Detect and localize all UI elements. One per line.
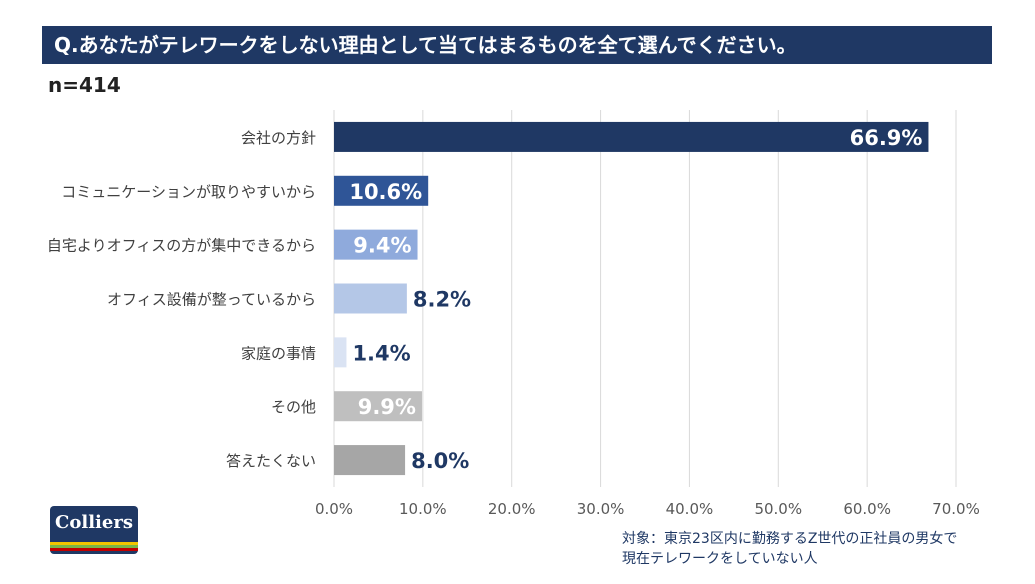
x-tick-label: 0.0% xyxy=(315,500,353,518)
logo-stripe-green xyxy=(50,545,138,548)
bar xyxy=(334,283,407,314)
data-label: 9.4% xyxy=(353,234,411,258)
data-label: 9.9% xyxy=(358,395,416,419)
colliers-logo: Colliers xyxy=(50,506,138,554)
chart-title: Q.あなたがテレワークをしない理由として当てはまるものを全て選んでください。 xyxy=(42,26,992,64)
x-tick-label: 40.0% xyxy=(666,500,714,518)
data-label: 10.6% xyxy=(349,180,422,204)
category-label: コミュニケーションが取りやすいから xyxy=(61,183,316,201)
data-label: 1.4% xyxy=(352,341,410,365)
bar xyxy=(334,445,406,476)
x-tick-label: 60.0% xyxy=(843,500,891,518)
logo-stripe-red xyxy=(50,548,138,551)
logo-text: Colliers xyxy=(55,512,133,533)
footnote: 対象：東京23区内に勤務するZ世代の正社員の男女で 現在テレワークをしていない人 xyxy=(622,529,957,569)
data-label: 66.9% xyxy=(850,126,923,150)
category-label: 会社の方針 xyxy=(241,129,316,147)
data-label: 8.2% xyxy=(413,288,471,312)
data-label: 8.0% xyxy=(411,449,469,473)
bar xyxy=(334,175,429,206)
x-tick-label: 10.0% xyxy=(399,500,447,518)
category-label: その他 xyxy=(271,398,316,416)
logo-stripe-yellow xyxy=(50,542,138,545)
footnote-line-1: 対象：東京23区内に勤務するZ世代の正社員の男女で xyxy=(622,531,958,547)
bar xyxy=(334,121,929,152)
sample-size: n=414 xyxy=(48,73,121,97)
footnote-line-2: 現在テレワークをしていない人 xyxy=(622,551,818,567)
bar xyxy=(334,229,418,260)
category-label: 自宅よりオフィスの方が集中できるから xyxy=(47,237,316,255)
x-tick-label: 50.0% xyxy=(754,500,802,518)
x-tick-label: 20.0% xyxy=(488,500,536,518)
bar xyxy=(334,337,347,368)
category-label: 答えたくない xyxy=(226,452,316,470)
category-label: 家庭の事情 xyxy=(241,344,316,362)
x-tick-label: 30.0% xyxy=(577,500,625,518)
bar xyxy=(334,391,422,422)
category-label: オフィス設備が整っているから xyxy=(107,291,316,309)
x-tick-label: 70.0% xyxy=(932,500,980,518)
